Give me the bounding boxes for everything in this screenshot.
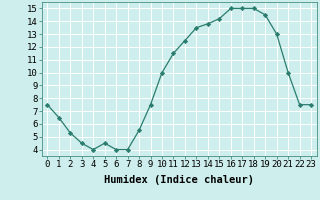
X-axis label: Humidex (Indice chaleur): Humidex (Indice chaleur)	[104, 175, 254, 185]
